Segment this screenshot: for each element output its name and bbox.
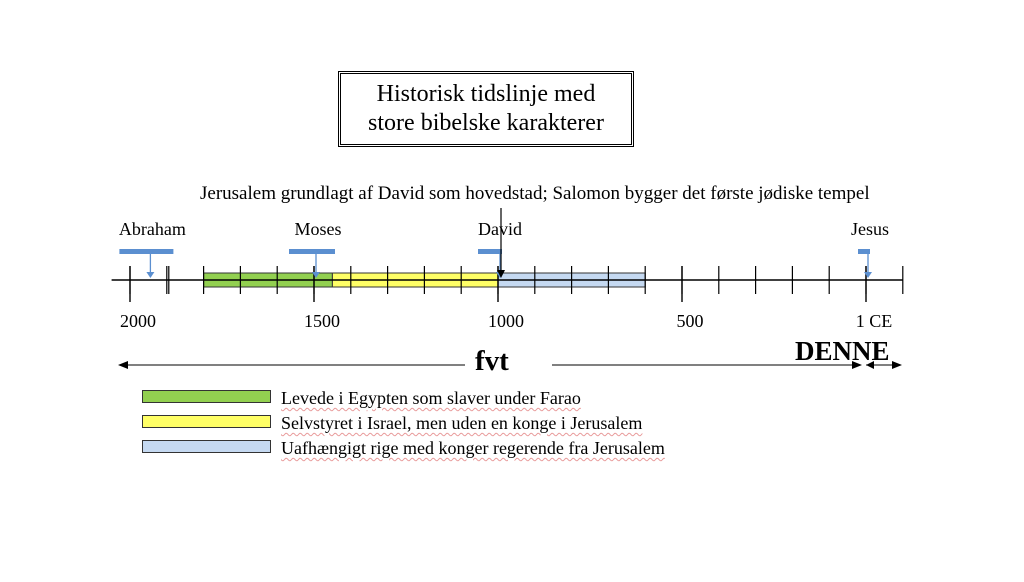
era-arrow-bce-right-head xyxy=(852,361,862,369)
character-label-david: David xyxy=(478,219,522,239)
tick-label: 2000 xyxy=(120,311,156,331)
era-arrow-ce-tail xyxy=(866,361,874,369)
event-note: Jerusalem grundlagt af David som hovedst… xyxy=(200,183,870,204)
title-box: Historisk tidslinje med store bibelske k… xyxy=(338,71,634,147)
tick-label: 1500 xyxy=(304,311,340,331)
character-label-abraham: Abraham xyxy=(118,219,186,239)
era-arrow-bce-left-head xyxy=(118,361,128,369)
legend-swatch-kingdom xyxy=(142,440,271,453)
era-arrow-ce-head xyxy=(892,361,902,369)
tick-label: 1000 xyxy=(488,311,524,331)
marker-bar-david xyxy=(478,249,502,254)
marker-arrow-moses xyxy=(312,272,320,278)
era-label-ce: DENNE xyxy=(795,336,890,366)
legend-item-selfrule: Selvstyret i Israel, men uden en konge i… xyxy=(281,413,643,433)
legend-item-egypt: Levede i Egypten som slaver under Farao xyxy=(281,388,581,408)
tick-label: 500 xyxy=(676,311,704,331)
era-label-bce: fvt xyxy=(475,345,509,377)
event-arrow-head xyxy=(497,270,505,278)
legend-item-kingdom: Uafhængigt rige med konger regerende fra… xyxy=(281,438,665,458)
page-title: Historisk tidslinje med store bibelske k… xyxy=(368,81,604,136)
tick-label: 1 CE xyxy=(855,311,893,331)
legend-swatch-selfrule xyxy=(142,415,271,428)
character-label-jesus: Jesus xyxy=(850,219,890,239)
marker-arrow-abraham xyxy=(146,272,155,278)
marker-bar-abraham xyxy=(119,249,174,254)
marker-arrow-jesus xyxy=(864,272,872,278)
marker-bar-moses xyxy=(289,249,335,254)
legend-swatch-egypt xyxy=(142,390,271,403)
marker-bar-jesus xyxy=(858,249,870,254)
character-label-moses: Moses xyxy=(294,219,342,239)
